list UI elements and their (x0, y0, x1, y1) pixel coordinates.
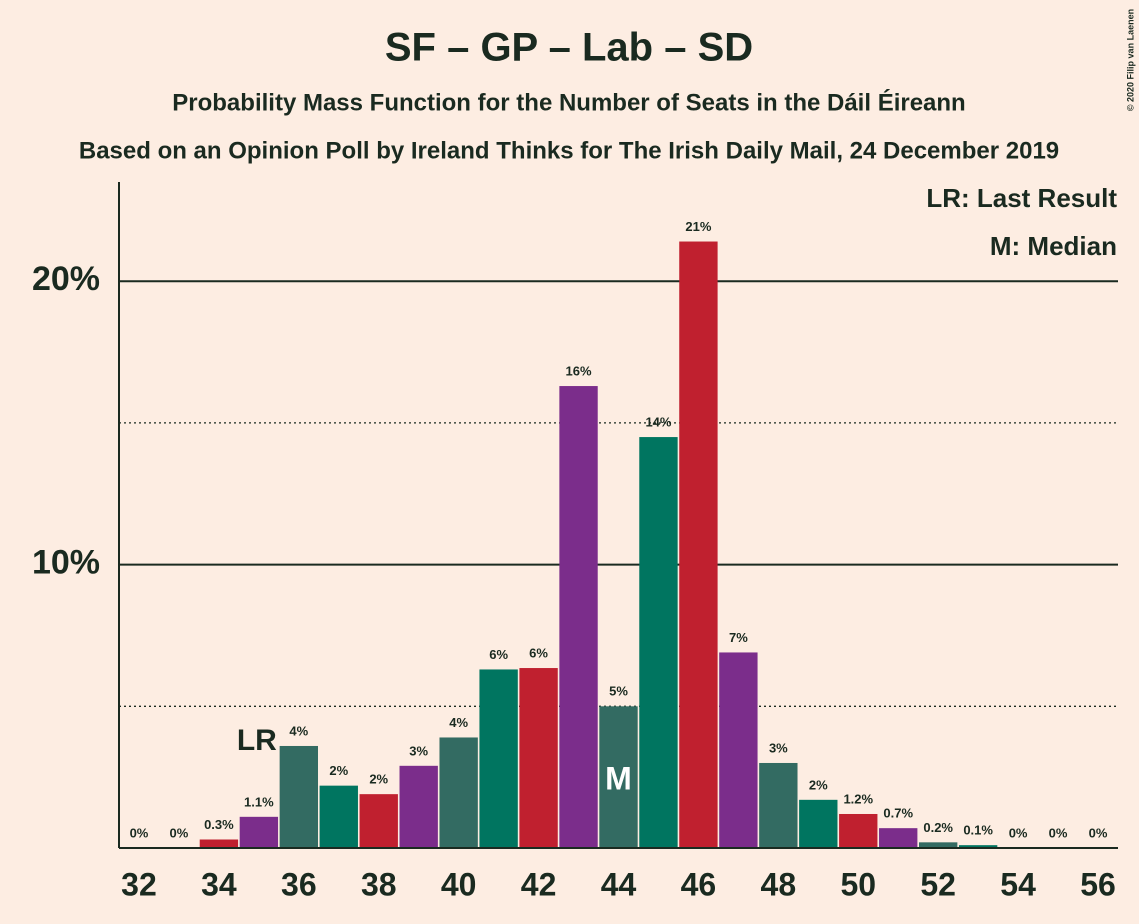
bar (439, 737, 478, 848)
value-label: 0.7% (883, 806, 913, 821)
bar (799, 799, 838, 848)
value-label: 0% (170, 825, 189, 840)
bar (199, 839, 239, 848)
value-label: 0% (1049, 825, 1068, 840)
x-tick-label: 46 (681, 866, 717, 902)
bar (639, 437, 678, 848)
value-label: 0% (1009, 825, 1028, 840)
value-label: 0.3% (204, 817, 234, 832)
bar (239, 816, 279, 848)
chart-title: SF – GP – Lab – SD (385, 26, 753, 70)
bar (958, 845, 998, 848)
bar (679, 241, 718, 848)
x-tick-label: 48 (761, 866, 797, 902)
x-tick-label: 50 (840, 866, 876, 902)
value-label: 2% (809, 777, 828, 792)
bar (759, 762, 798, 848)
bar (359, 794, 398, 848)
x-tick-label: 34 (201, 866, 237, 902)
x-tick-label: 42 (521, 866, 557, 902)
value-label: 6% (489, 647, 508, 662)
bar (479, 669, 518, 848)
value-label: 6% (529, 645, 548, 660)
bar (918, 842, 958, 848)
value-label: 1.2% (843, 791, 873, 806)
bar (399, 765, 438, 848)
x-tick-label: 38 (361, 866, 397, 902)
value-label: 1.1% (244, 794, 274, 809)
credit: © 2020 Filip van Laenen (1125, 9, 1135, 111)
bar (559, 386, 598, 848)
x-tick-label: 36 (281, 866, 317, 902)
value-label: 0% (1089, 825, 1108, 840)
last-result-marker: LR (237, 724, 277, 757)
bar (319, 785, 358, 848)
value-label: 7% (729, 630, 748, 645)
value-label: 2% (369, 772, 388, 787)
value-label: 4% (449, 715, 468, 730)
value-label: 4% (289, 723, 308, 738)
x-tick-label: 44 (601, 866, 637, 902)
legend-entry: M: Median (990, 231, 1117, 261)
legend-entry: LR: Last Result (926, 183, 1117, 213)
value-label: 0% (130, 825, 149, 840)
chart-subtitle: Based on an Opinion Poll by Ireland Thin… (79, 137, 1059, 164)
x-tick-label: 40 (441, 866, 477, 902)
bar (839, 813, 878, 848)
bar (519, 668, 558, 848)
value-label: 0.1% (963, 823, 993, 838)
chart-subtitle: Probability Mass Function for the Number… (172, 88, 965, 116)
median-marker: M (605, 760, 632, 796)
bar (719, 652, 758, 848)
x-tick-label: 56 (1080, 866, 1116, 902)
value-label: 3% (769, 740, 788, 755)
value-label: 0.2% (923, 820, 953, 835)
x-tick-label: 52 (920, 866, 956, 902)
bar (879, 828, 918, 848)
bar (599, 706, 638, 848)
value-label: 2% (329, 763, 348, 778)
value-label: 16% (566, 363, 592, 378)
value-label: 14% (645, 415, 671, 430)
bar (279, 745, 319, 848)
value-label: 5% (609, 684, 628, 699)
x-tick-label: 32 (121, 866, 157, 902)
y-tick-label: 10% (32, 544, 100, 582)
x-tick-label: 54 (1000, 866, 1036, 902)
value-label: 21% (685, 219, 711, 234)
value-label: 3% (409, 743, 428, 758)
y-tick-label: 20% (32, 260, 100, 298)
